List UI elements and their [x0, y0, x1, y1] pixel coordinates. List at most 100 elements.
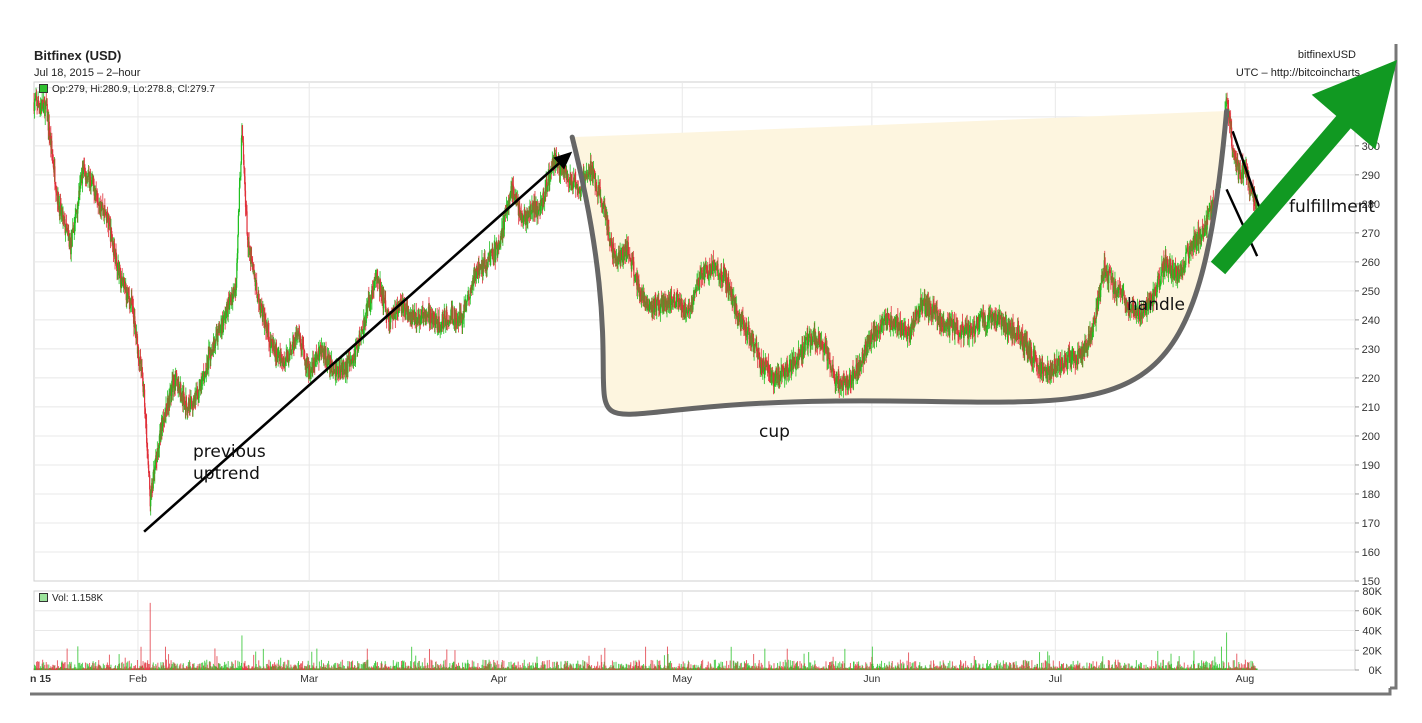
candle [714, 265, 716, 271]
candle [466, 299, 468, 302]
candle [594, 171, 596, 173]
candle [1182, 267, 1184, 273]
candle [675, 303, 677, 305]
candle [323, 348, 325, 360]
candle [812, 331, 814, 337]
candle [374, 278, 377, 281]
candle [101, 206, 103, 210]
candle [448, 320, 450, 324]
candle [598, 186, 600, 194]
candle [941, 316, 943, 324]
candle [622, 247, 624, 262]
candle [66, 223, 68, 230]
volume-bar [83, 668, 85, 670]
candle [674, 297, 676, 302]
candle [157, 448, 159, 450]
candle [971, 328, 973, 335]
candle [616, 258, 618, 261]
candle [1129, 305, 1131, 311]
candle [222, 315, 225, 326]
candle [658, 298, 660, 309]
candle [302, 344, 304, 346]
candle [393, 307, 395, 317]
candle [151, 482, 153, 488]
candle [944, 326, 946, 331]
candle [754, 344, 756, 348]
volume-bar [36, 661, 38, 670]
candle [399, 301, 401, 303]
candle [926, 303, 928, 311]
candle [696, 280, 698, 290]
volume-bar [53, 668, 55, 670]
candle [614, 257, 617, 261]
candle [757, 351, 759, 360]
candle [624, 255, 626, 257]
candle [649, 305, 651, 307]
candle [610, 239, 612, 246]
candle [592, 170, 594, 183]
candle [462, 320, 464, 328]
candle [795, 362, 798, 365]
candle [786, 360, 788, 373]
candle [1195, 243, 1198, 249]
volume-bar [63, 662, 65, 670]
candle [728, 290, 730, 296]
candle [715, 265, 718, 267]
candle [728, 277, 730, 296]
volume-bar [89, 667, 91, 670]
candle [1073, 350, 1075, 360]
candle [1137, 308, 1139, 319]
candle [277, 357, 279, 359]
candle [543, 191, 545, 199]
candle [268, 331, 270, 342]
candle [162, 417, 165, 423]
candle [907, 326, 909, 332]
candle [115, 256, 118, 268]
candle [919, 307, 921, 316]
candle [899, 320, 901, 334]
candle [246, 234, 249, 240]
candle [363, 318, 365, 327]
volume-bar [85, 668, 87, 670]
candle [227, 300, 229, 317]
candle [84, 171, 87, 180]
candle [996, 321, 998, 323]
candle [137, 346, 140, 360]
candle [158, 448, 160, 454]
candle [243, 160, 245, 169]
candle [243, 168, 246, 177]
candle [888, 318, 890, 321]
candle [579, 188, 581, 192]
candle [663, 299, 665, 312]
candle [1199, 228, 1201, 240]
candle [1161, 263, 1163, 270]
candle [605, 212, 607, 215]
candle [866, 341, 868, 356]
candle [968, 330, 970, 338]
volume-bar [107, 664, 109, 670]
candle [1234, 155, 1236, 157]
candle [189, 399, 191, 409]
candle [356, 345, 358, 350]
candle [244, 176, 246, 191]
volume-bar [37, 661, 39, 670]
candle [902, 328, 905, 336]
volume-bar [73, 668, 75, 670]
candle [289, 347, 291, 360]
candle [348, 356, 350, 359]
candle [969, 328, 971, 331]
candle [1206, 215, 1208, 230]
candle [945, 323, 947, 332]
candle [620, 256, 622, 259]
candle [824, 341, 827, 344]
candle [632, 258, 634, 260]
candle [54, 166, 56, 185]
candle [978, 321, 980, 327]
candle [1052, 368, 1054, 372]
candle [847, 376, 849, 383]
candle [395, 314, 397, 319]
volume-bar [57, 666, 59, 670]
candle [132, 304, 134, 307]
candle [55, 187, 57, 193]
candle [1008, 324, 1010, 334]
